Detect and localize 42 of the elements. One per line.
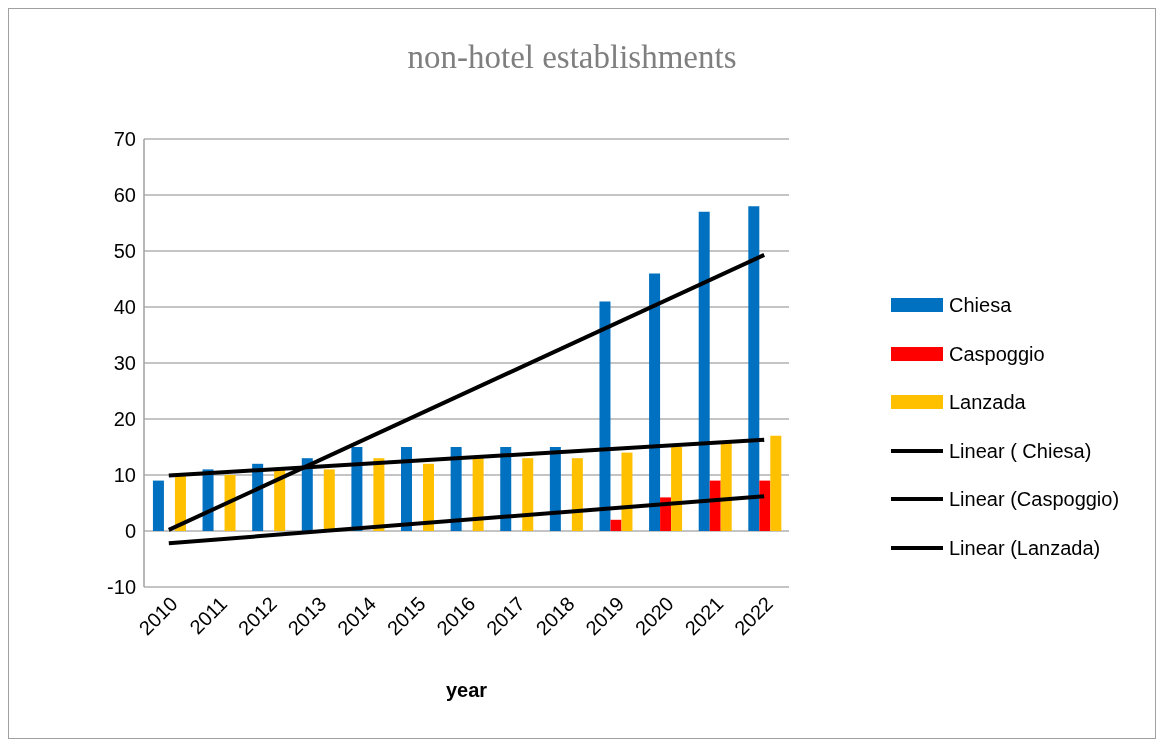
y-tick-label: 40 [113, 296, 136, 319]
bar [301, 458, 313, 531]
bar [720, 441, 732, 531]
bar [351, 447, 363, 531]
bar [423, 463, 435, 531]
bar [610, 519, 622, 531]
bar [549, 447, 561, 531]
legend-label: Chiesa [949, 293, 1012, 318]
bar [274, 469, 286, 531]
y-tick-label: 10 [113, 464, 136, 487]
y-tick-label: 20 [113, 408, 136, 431]
bar [698, 211, 710, 531]
y-tick-label: 0 [124, 520, 136, 543]
x-axis-title: year [445, 679, 488, 701]
bar [671, 447, 683, 531]
bar [759, 480, 771, 531]
bar [224, 475, 236, 531]
y-tick-label: 30 [113, 352, 136, 375]
bar [472, 458, 484, 531]
legend-label: Caspoggio [949, 341, 1045, 366]
y-tick-label: -10 [107, 576, 136, 599]
legend-label: Linear (Caspoggio) [949, 487, 1120, 512]
bar [770, 435, 782, 531]
bar [401, 447, 413, 531]
bar [152, 480, 164, 531]
chart-title: non-hotel establishments [406, 39, 738, 76]
bar [621, 452, 633, 531]
y-tick-label: 60 [113, 184, 136, 207]
bar [649, 273, 661, 531]
bar [522, 458, 534, 531]
bar [709, 480, 721, 531]
legend-label: Linear ( Chiesa) [949, 438, 1092, 463]
y-tick-label: 50 [113, 240, 136, 263]
legend-label: Linear (Lanzada) [949, 535, 1101, 560]
bar [748, 206, 760, 531]
legend-label: Lanzada [949, 390, 1026, 415]
bar [571, 458, 583, 531]
bar [450, 447, 462, 531]
y-tick-label: 70 [113, 128, 136, 151]
bar [323, 469, 335, 531]
bar [599, 301, 611, 531]
bar [500, 447, 512, 531]
